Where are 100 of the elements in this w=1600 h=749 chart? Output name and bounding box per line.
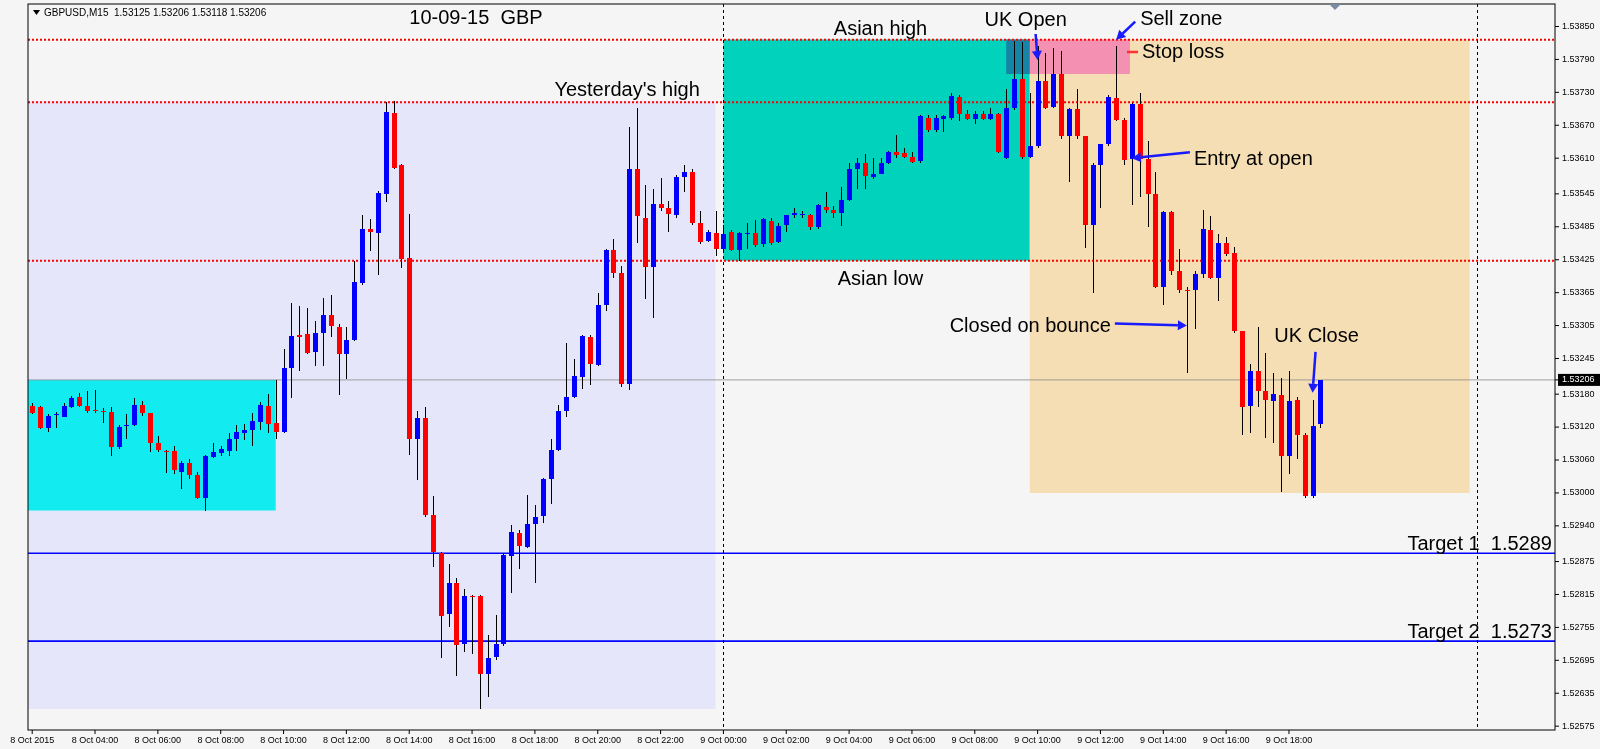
y-tick-label: 1.52815 [1562,588,1595,599]
x-tick-label: 8 Oct 06:00 [134,735,182,745]
candlestick [1224,236,1229,257]
x-tick-label: 9 Oct 02:00 [763,735,810,745]
y-tick-label: 1.53245 [1562,352,1595,363]
x-tick-label: 8 Oct 04:00 [71,735,119,745]
candlestick [101,407,106,424]
candlestick [863,153,868,190]
candlestick [368,218,373,252]
candlestick [258,401,263,431]
candlestick [1098,143,1103,209]
candlestick [1028,92,1033,159]
candlestick [1193,270,1198,330]
candlestick [117,424,122,450]
annotation: Yesterday's high [554,78,700,101]
candlestick [305,307,310,355]
candlestick [85,390,90,414]
y-tick-label: 1.53730 [1562,86,1595,97]
candlestick [187,458,192,480]
x-tick-label: 9 Oct 16:00 [1202,735,1250,745]
x-tick-label: 8 Oct 18:00 [511,735,559,745]
x-tick-label: 9 Oct 06:00 [888,735,936,745]
candlestick [313,320,318,367]
candlestick [172,445,177,475]
y-tick-label: 1.52875 [1562,555,1595,566]
candlestick [714,210,719,257]
candlestick [266,393,271,434]
x-tick-label: 9 Oct 12:00 [1077,735,1124,745]
candlestick [124,413,129,440]
y-tick-label: 1.53790 [1562,53,1595,64]
annotation: UK Open [984,7,1067,30]
candlestick [855,157,860,190]
candlestick [93,389,98,414]
y-tick-label: 1.53305 [1562,319,1595,330]
candlestick [38,405,43,430]
candlestick [329,294,334,338]
y-tick-label: 1.53670 [1562,119,1595,130]
y-tick-label: 1.53850 [1562,20,1595,31]
annotation: UK Close [1274,323,1359,346]
candlestick [572,358,577,399]
y-tick-label: 1.52940 [1562,520,1595,531]
candlestick [666,200,671,233]
y-tick-label: 1.53365 [1562,287,1595,298]
x-tick-label: 9 Oct 10:00 [1014,735,1061,745]
candlestick [737,231,742,262]
candlestick [1185,286,1190,374]
annotation: Sell zone [1140,6,1223,29]
y-tick-label: 1.53060 [1562,454,1595,465]
candlestick [234,424,239,452]
chart-title: 10-09-15 GBP [409,6,543,28]
candlestick [250,412,255,447]
x-tick-label: 9 Oct 08:00 [951,735,999,745]
y-tick-label: 1.52575 [1562,720,1595,731]
candlestick [227,432,232,457]
candlestick [164,449,169,474]
y-tick-label: 1.53610 [1562,152,1595,163]
y-tick-label: 1.52755 [1562,621,1595,632]
candlestick [415,410,420,481]
candlestick [179,460,184,490]
annotation: Stop loss [1142,40,1225,62]
candlestick [839,186,844,227]
x-tick-label: 8 Oct 08:00 [197,735,244,745]
x-tick-label: 8 Oct 22:00 [637,735,684,745]
x-tick-label: 9 Oct 04:00 [825,735,873,745]
candlestick [1263,352,1268,439]
x-tick-label: 9 Oct 18:00 [1265,735,1313,745]
x-tick-label: 9 Oct 00:00 [700,735,747,745]
y-tick-label: 1.53485 [1562,221,1595,232]
candlestick [321,297,326,367]
ref-line-label: Target 2 1.5273 [1407,620,1552,643]
y-tick-label: 1.53000 [1562,487,1595,498]
candlestick [816,203,821,230]
candlestick [274,379,279,440]
y-tick-label: 1.53206 [1562,374,1595,385]
annotation: Entry at open [1193,147,1313,170]
ref-line-label: Target 1 1.5289 [1407,532,1552,555]
y-tick-label: 1.52695 [1562,654,1595,665]
y-tick-label: 1.52635 [1562,687,1595,698]
x-tick-label: 8 Oct 14:00 [385,735,433,745]
x-tick-label: 8 Oct 2015 [10,735,55,745]
candlestick [729,229,734,252]
candlestick [525,494,530,549]
x-tick-label: 8 Oct 12:00 [323,735,370,745]
candlestick [470,594,475,655]
candlestick [753,219,758,248]
chart-subtitle: GBPUSD,M15 1.53125 1.53206 1.53118 1.53206 [44,7,267,18]
annotation: Asian high [833,16,928,39]
candlestick [1271,372,1276,444]
candlestick [698,210,703,245]
y-tick-label: 1.53180 [1562,388,1595,399]
candlestick [132,397,137,427]
candlestick [776,222,781,244]
y-tick-label: 1.53425 [1562,254,1595,265]
candlestick [344,326,349,380]
x-tick-label: 9 Oct 14:00 [1140,735,1187,745]
candlestick [682,164,687,193]
candlestick [297,305,302,372]
annotation: Closed on bounce [949,313,1111,336]
annotation: Asian low [837,266,924,289]
candlestick [824,191,829,214]
